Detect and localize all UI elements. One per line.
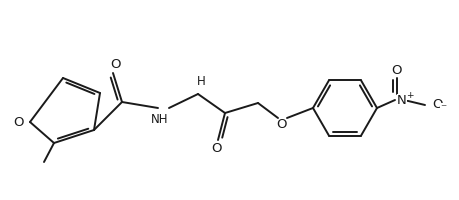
- Text: +: +: [405, 90, 413, 99]
- Text: NH: NH: [151, 113, 168, 126]
- Text: O: O: [431, 98, 442, 112]
- Text: O: O: [111, 58, 121, 71]
- Text: ⁻: ⁻: [439, 102, 445, 116]
- Text: O: O: [13, 116, 24, 130]
- Text: O: O: [276, 118, 286, 132]
- Text: N: N: [396, 94, 406, 106]
- Text: O: O: [211, 142, 222, 156]
- Text: H: H: [196, 75, 205, 88]
- Text: O: O: [391, 64, 401, 76]
